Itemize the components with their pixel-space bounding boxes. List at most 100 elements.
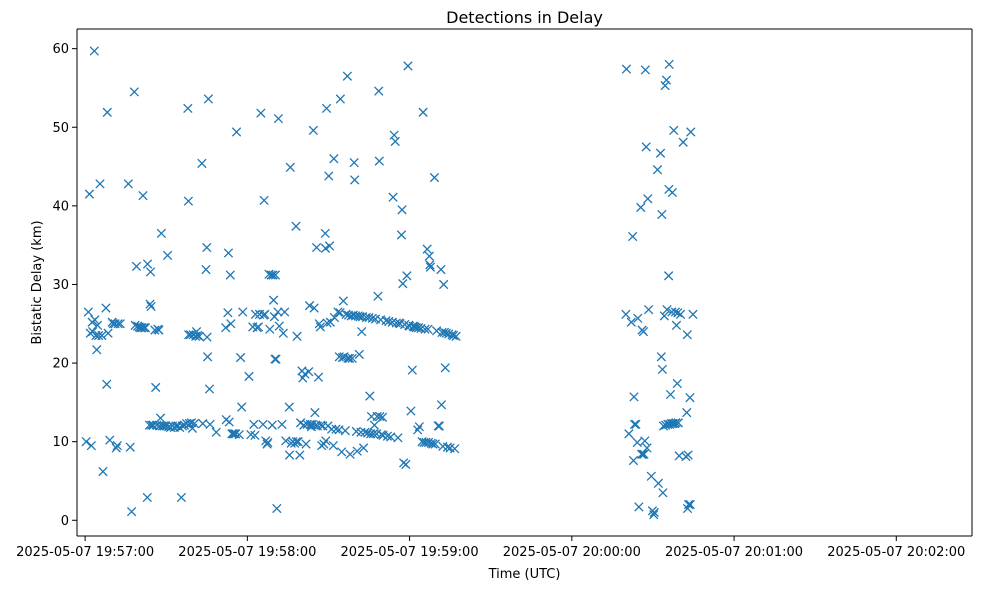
data-point-marker xyxy=(81,437,91,447)
data-point-marker xyxy=(633,313,643,323)
data-point-marker xyxy=(686,127,696,137)
data-point-marker xyxy=(250,430,260,441)
data-point-marker xyxy=(663,271,674,281)
data-point-marker xyxy=(95,179,105,189)
data-point-marker xyxy=(685,499,695,510)
data-point-marker xyxy=(621,64,632,74)
data-point-marker xyxy=(428,439,438,449)
data-point-marker xyxy=(126,506,137,517)
data-point-marker xyxy=(175,422,185,433)
data-point-marker xyxy=(657,364,668,375)
data-point-marker xyxy=(256,108,266,118)
data-point-marker xyxy=(397,205,407,215)
data-point-marker xyxy=(250,309,261,319)
data-point-marker xyxy=(652,165,663,175)
data-point-marker xyxy=(626,317,636,327)
data-point-marker xyxy=(423,324,433,334)
data-point-marker xyxy=(374,156,384,166)
data-point-marker xyxy=(310,407,320,418)
data-point-marker xyxy=(420,324,430,334)
data-point-marker xyxy=(425,262,436,272)
data-point-marker xyxy=(451,331,461,342)
data-point-marker xyxy=(629,419,640,430)
data-point-marker xyxy=(436,264,446,275)
data-point-marker xyxy=(273,307,283,317)
data-point-marker xyxy=(643,194,653,204)
data-point-marker xyxy=(393,433,403,443)
data-point-marker xyxy=(675,309,686,319)
data-point-marker xyxy=(284,402,294,412)
data-point-marker xyxy=(267,420,277,430)
data-point-marker xyxy=(375,411,385,422)
data-point-marker xyxy=(263,437,273,448)
data-point-marker xyxy=(138,190,148,201)
data-point-marker xyxy=(139,323,149,333)
data-point-marker xyxy=(639,449,649,459)
data-point-marker xyxy=(123,179,134,189)
data-point-marker xyxy=(402,271,412,281)
data-point-marker xyxy=(671,418,681,428)
data-point-marker xyxy=(398,279,408,289)
data-point-marker xyxy=(115,319,125,329)
y-tick-label: 0 xyxy=(61,514,69,529)
data-point-marker xyxy=(268,295,279,305)
chart-title: Detections in Delay xyxy=(446,8,603,27)
data-point-marker xyxy=(142,492,152,503)
data-point-marker xyxy=(271,354,281,364)
data-point-marker xyxy=(324,241,335,251)
data-point-marker xyxy=(187,423,198,433)
data-point-marker xyxy=(111,443,121,453)
data-point-marker xyxy=(202,352,213,362)
data-point-marker xyxy=(433,421,443,431)
data-point-marker xyxy=(352,446,362,456)
data-point-marker xyxy=(322,318,332,328)
data-point-marker xyxy=(103,328,113,338)
data-point-marker xyxy=(407,365,417,375)
data-point-marker xyxy=(224,417,234,427)
data-point-marker xyxy=(260,309,270,319)
data-point-marker xyxy=(277,419,287,430)
data-point-marker xyxy=(186,418,197,428)
data-point-marker xyxy=(231,127,242,137)
data-point-marker xyxy=(183,103,193,114)
data-point-marker xyxy=(358,443,369,453)
data-point-marker xyxy=(643,304,654,315)
data-point-marker xyxy=(628,455,639,466)
data-point-marker xyxy=(671,320,682,330)
data-point-marker xyxy=(131,261,142,272)
data-point-marker xyxy=(664,59,674,70)
data-point-marker xyxy=(249,419,259,430)
data-point-marker xyxy=(442,442,453,452)
data-point-marker xyxy=(270,354,280,364)
data-point-marker xyxy=(90,315,100,325)
data-point-marker xyxy=(221,323,231,333)
data-point-marker xyxy=(335,94,346,104)
data-point-marker xyxy=(425,260,435,270)
data-point-marker xyxy=(320,228,330,239)
data-point-marker xyxy=(685,392,695,403)
data-point-marker xyxy=(265,324,275,334)
data-point-marker xyxy=(142,259,153,269)
data-point-marker xyxy=(237,402,247,412)
data-point-marker xyxy=(202,332,212,342)
data-point-marker xyxy=(368,429,379,439)
data-point-marker xyxy=(270,270,281,280)
data-point-marker xyxy=(92,320,103,330)
data-point-marker xyxy=(98,466,108,477)
y-axis-ticks: 0 10 20 30 40 50 60 xyxy=(52,42,77,529)
data-point-marker xyxy=(374,86,384,96)
data-point-marker xyxy=(205,419,215,430)
data-point-marker xyxy=(129,87,139,97)
data-point-marker xyxy=(434,421,444,431)
x-tick-label: 2025-05-07 20:01:00 xyxy=(665,545,803,560)
data-point-marker xyxy=(189,418,200,429)
data-point-marker xyxy=(636,202,646,213)
data-point-marker xyxy=(649,507,659,518)
data-point-marker xyxy=(253,322,264,332)
data-point-marker xyxy=(638,449,648,459)
data-point-marker xyxy=(280,307,290,317)
data-point-marker xyxy=(156,228,167,239)
data-point-marker xyxy=(661,75,672,85)
plot-area xyxy=(77,29,972,536)
data-point-marker xyxy=(337,447,347,457)
